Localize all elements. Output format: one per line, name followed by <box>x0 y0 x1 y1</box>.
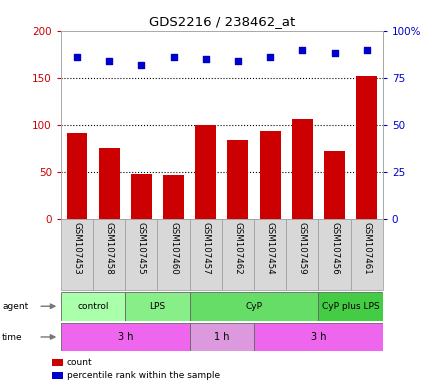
Bar <box>66 133 87 219</box>
Bar <box>350 219 382 290</box>
Bar <box>93 219 125 290</box>
Text: GSM107462: GSM107462 <box>233 222 242 275</box>
Bar <box>221 219 253 290</box>
Text: time: time <box>2 333 23 342</box>
Bar <box>253 219 286 290</box>
Text: GSM107458: GSM107458 <box>105 222 113 275</box>
Bar <box>291 119 312 219</box>
Bar <box>189 219 221 290</box>
Text: GSM107460: GSM107460 <box>169 222 178 275</box>
Text: LPS: LPS <box>149 302 165 311</box>
Point <box>138 61 145 68</box>
Bar <box>189 292 318 321</box>
Bar <box>61 323 189 351</box>
Bar <box>125 219 157 290</box>
Title: GDS2216 / 238462_at: GDS2216 / 238462_at <box>148 15 294 28</box>
Text: GSM107457: GSM107457 <box>201 222 210 275</box>
Text: GSM107455: GSM107455 <box>137 222 145 275</box>
Point <box>73 54 80 60</box>
Bar <box>318 292 382 321</box>
Text: control: control <box>77 302 108 311</box>
Point <box>234 58 241 64</box>
Text: CyP plus LPS: CyP plus LPS <box>321 302 378 311</box>
Bar <box>318 219 350 290</box>
Text: GSM107454: GSM107454 <box>265 222 274 275</box>
Text: 1 h: 1 h <box>214 332 229 342</box>
Bar <box>195 125 216 219</box>
Bar <box>163 175 184 219</box>
Bar <box>125 292 189 321</box>
Text: GSM107453: GSM107453 <box>72 222 81 275</box>
Point <box>362 46 369 53</box>
Point <box>266 54 273 60</box>
Point <box>298 46 305 53</box>
Point <box>202 56 209 62</box>
Text: agent: agent <box>2 302 28 311</box>
Point <box>330 50 337 56</box>
Bar <box>99 148 119 219</box>
Bar <box>253 323 382 351</box>
Bar <box>355 76 376 219</box>
Text: CyP: CyP <box>245 302 262 311</box>
Bar <box>227 140 248 219</box>
Bar <box>286 219 318 290</box>
Point <box>170 54 177 60</box>
Bar <box>259 131 280 219</box>
Bar <box>157 219 189 290</box>
Text: 3 h: 3 h <box>117 332 133 342</box>
Bar <box>61 292 125 321</box>
Text: GSM107459: GSM107459 <box>297 222 306 274</box>
Point <box>105 58 112 64</box>
Text: GSM107456: GSM107456 <box>329 222 338 275</box>
Bar <box>61 219 93 290</box>
Text: GSM107461: GSM107461 <box>362 222 370 275</box>
Text: count: count <box>66 358 92 367</box>
Bar <box>323 151 344 219</box>
Bar <box>131 174 151 219</box>
Text: percentile rank within the sample: percentile rank within the sample <box>66 371 219 380</box>
Text: 3 h: 3 h <box>310 332 326 342</box>
Bar <box>189 323 253 351</box>
